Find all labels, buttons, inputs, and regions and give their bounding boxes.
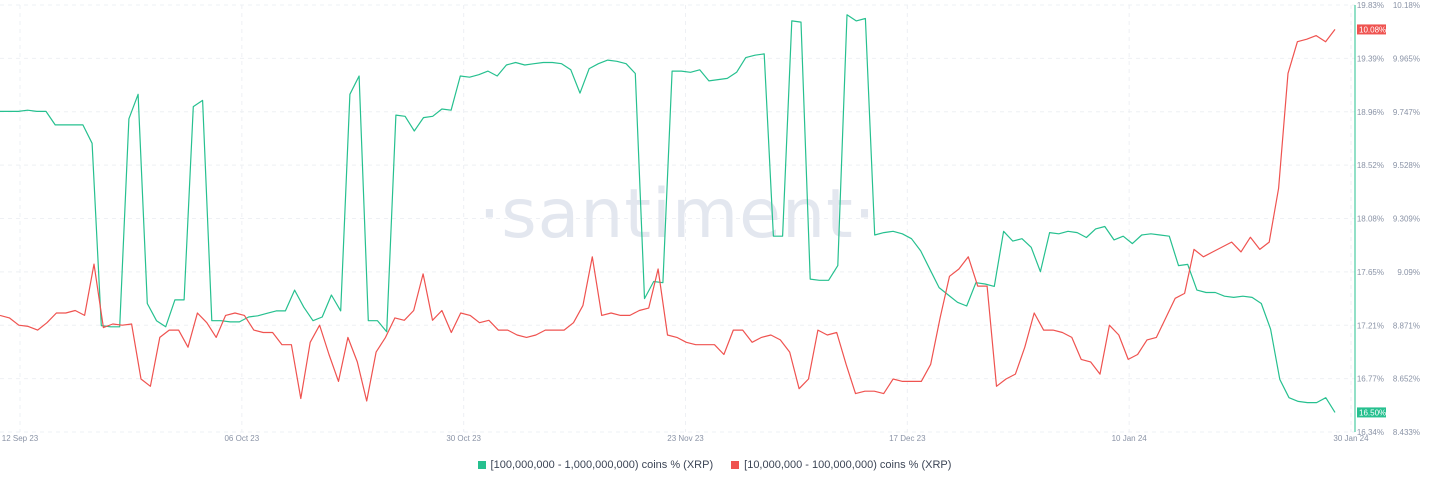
x-tick-label: 23 Nov 23 — [667, 434, 704, 443]
right-tick-label: 8.652% — [1393, 375, 1420, 384]
left-tick-label: 18.08% — [1357, 215, 1384, 224]
left-tick-label: 19.83% — [1357, 1, 1384, 10]
legend-label-10m-100m: [10,000,000 - 100,000,000) coins % (XRP) — [744, 459, 952, 471]
x-tick-label: 12 Sep 23 — [2, 434, 39, 443]
last-value-badge-text: 10.08% — [1359, 25, 1386, 34]
left-tick-label: 16.77% — [1357, 375, 1384, 384]
last-value-badge — [1357, 407, 1386, 418]
left-tick-label: 18.96% — [1357, 108, 1384, 117]
series-line-0 — [0, 14, 1336, 413]
legend-item-100m-1b[interactable]: [100,000,000 - 1,000,000,000) coins % (X… — [477, 459, 714, 471]
right-axis-ticks: 10.18% 9.965% 9.747% 9.528% 9.309% 9.09% 8.871… — [1393, 1, 1420, 437]
left-tick-label: 17.21% — [1357, 321, 1384, 330]
right-tick-label: 8.871% — [1393, 321, 1420, 330]
chart-grid — [0, 4, 1355, 433]
right-tick-label: 10.18% — [1393, 1, 1420, 10]
legend-item-10m-100m[interactable]: [10,000,000 - 100,000,000) coins % (XRP) — [731, 459, 951, 471]
last-value-badge — [1357, 24, 1386, 35]
x-tick-label: 30 Jan 24 — [1333, 434, 1369, 443]
last-value-badges: 16.50% 10.08% — [1357, 24, 1386, 418]
legend-swatch-green — [477, 461, 486, 469]
right-tick-label: 8.433% — [1393, 428, 1420, 437]
left-tick-label: 19.39% — [1357, 54, 1384, 63]
legend-label-100m-1b: [100,000,000 - 1,000,000,000) coins % (X… — [490, 459, 714, 471]
series-layer — [0, 14, 1336, 413]
legend-swatch-red — [731, 461, 740, 469]
x-tick-label: 10 Jan 24 — [1112, 434, 1148, 443]
left-axis-ticks: 19.83% 19.39% 18.96% 18.52% 18.08% 17.65% 17.2… — [1357, 1, 1384, 437]
x-tick-label: 17 Dec 23 — [889, 434, 926, 443]
left-tick-label: 18.52% — [1357, 161, 1384, 170]
x-tick-label: 30 Oct 23 — [446, 434, 481, 443]
chart-legend: [100,000,000 - 1,000,000,000) coins % (X… — [0, 459, 1429, 471]
last-value-badge-text: 16.50% — [1359, 408, 1386, 417]
left-tick-label: 17.65% — [1357, 268, 1384, 277]
series-line-1 — [0, 29, 1336, 402]
right-tick-label: 9.747% — [1393, 108, 1420, 117]
right-tick-label: 9.965% — [1393, 54, 1420, 63]
right-tick-label: 9.528% — [1393, 161, 1420, 170]
x-tick-label: 06 Oct 23 — [224, 434, 259, 443]
left-tick-label: 16.34% — [1357, 428, 1384, 437]
right-tick-label: 9.09% — [1397, 268, 1420, 277]
x-axis-ticks: 12 Sep 23 06 Oct 23 30 Oct 23 23 Nov 23 17 D… — [2, 434, 1369, 443]
right-tick-label: 9.309% — [1393, 215, 1420, 224]
santiment-watermark: ·santiment· — [479, 175, 877, 254]
